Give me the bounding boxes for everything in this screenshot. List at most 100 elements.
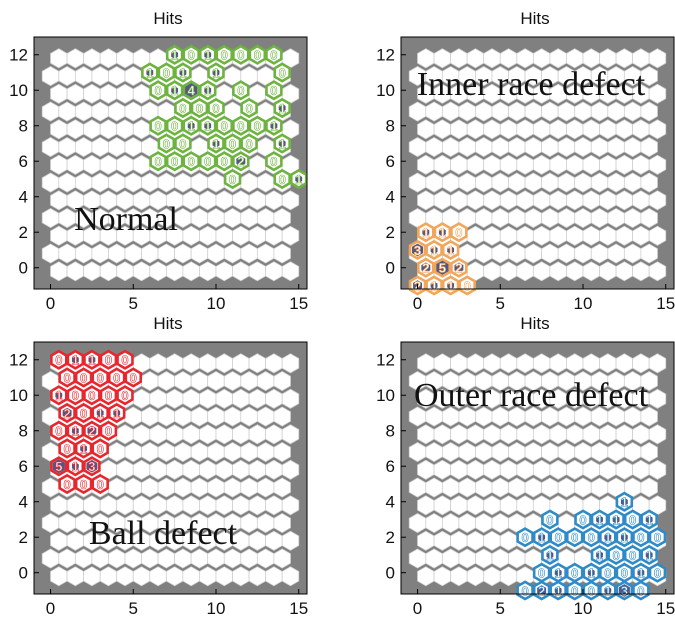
hit-count-label: 1	[72, 424, 79, 439]
hit-count-label: 1	[646, 512, 653, 527]
hit-count-label: 0	[571, 583, 578, 598]
hit-hex	[532, 562, 551, 583]
hit-hex	[565, 580, 584, 601]
x-tick-label: 0	[46, 599, 55, 618]
hit-count-hex	[554, 568, 562, 577]
y-tick-label: 12	[9, 351, 28, 370]
hit-hex	[116, 385, 134, 406]
hit-count-label: 0	[604, 566, 611, 581]
hit-count-label: 0	[163, 136, 170, 151]
hex-cell	[648, 424, 667, 445]
hit-count-label: 2	[455, 261, 462, 276]
hit-count-label: 1	[204, 83, 211, 98]
hit-count-label: 1	[88, 353, 95, 368]
hit-count-label: 1	[646, 548, 653, 563]
y-tick-label: 8	[19, 422, 28, 441]
hit-count-hex	[537, 585, 547, 596]
plot-area: 1 0 1 0 0 0 01 0 1 1 00 1 4 1 0 00 0 0 0 10 0 1 1 0 0 0 10 0 1 0 0 10 0 0…	[9, 36, 308, 313]
hit-count-label: 0	[555, 530, 562, 545]
hit-hex	[223, 168, 242, 190]
hit-hex	[50, 349, 68, 370]
panel-title: Hits	[153, 9, 182, 28]
hit-hex	[232, 44, 250, 65]
hit-count-label: 0	[538, 566, 545, 581]
hit-count-hex	[212, 139, 220, 148]
hit-count-label: 0	[204, 154, 211, 169]
hex-cell	[281, 388, 300, 409]
hex-cell	[648, 459, 667, 480]
hit-count-hex	[278, 139, 286, 148]
hit-count-label: 0	[455, 225, 462, 240]
hit-count-label: 0	[221, 48, 228, 63]
hit-hex	[516, 527, 534, 548]
hit-count-label: 1	[596, 548, 603, 563]
x-tick-label: 5	[129, 294, 138, 313]
hit-count-label: 0	[654, 566, 661, 581]
hit-count-label: 0	[171, 154, 178, 169]
hit-count-label: 0	[55, 353, 62, 368]
hex-cell	[648, 83, 667, 104]
y-tick-label: 2	[386, 223, 395, 242]
hex-cell	[281, 261, 300, 282]
hit-count-hex	[447, 246, 455, 254]
hit-hex	[99, 349, 118, 370]
x-tick-label: 0	[413, 599, 422, 618]
hit-count-label: 0	[270, 48, 277, 63]
hit-count-hex	[212, 68, 220, 77]
hit-count-hex	[421, 262, 431, 273]
hit-count-label: 1	[279, 101, 286, 116]
hex-grid	[408, 48, 667, 282]
hit-count-label: 1	[430, 278, 437, 293]
chart-panel-ball-defect: Hits 0 1 1 0 00 0 0 0 01 0 0 0 02 0 1 10 1 2 00 1 05 1 30 0 00 5 1…	[9, 314, 308, 618]
x-tick-label: 15	[289, 599, 308, 618]
hex-cell	[281, 190, 300, 211]
hit-count-label: 0	[270, 154, 277, 169]
hit-count-label: 0	[571, 530, 578, 545]
hit-hex	[215, 115, 234, 136]
hex-cell	[273, 406, 291, 427]
hit-count-hex	[270, 121, 278, 130]
y-tick-label: 0	[386, 259, 395, 278]
hit-hex	[91, 473, 109, 495]
hit-count-label: 5	[55, 459, 62, 474]
y-tick-label: 12	[376, 46, 395, 65]
hit-hex	[157, 133, 176, 154]
hit-count-hex	[447, 281, 455, 290]
hit-count-label: 3	[88, 459, 95, 474]
hit-count-label: 0	[629, 512, 636, 527]
hex-cell	[648, 225, 667, 246]
hit-count-label: 1	[171, 48, 178, 63]
x-tick-label: 5	[129, 599, 138, 618]
hit-count-label: 0	[245, 136, 252, 151]
hit-hex	[207, 97, 225, 119]
plot-area: 0 1 1 0 00 0 0 0 01 0 0 0 02 0 1 10 1 2 00 1 05 1 30 0 00 5 10 1502…	[9, 341, 308, 618]
hex-cell	[648, 388, 667, 409]
hit-markers: 1103112522110	[408, 222, 476, 296]
hit-count-label: 1	[113, 406, 120, 421]
panel-annotation: Inner race defect	[417, 66, 646, 103]
hit-count-hex	[113, 409, 121, 417]
x-tick-label: 15	[289, 294, 308, 313]
hit-count-hex	[236, 156, 246, 167]
hit-count-hex	[438, 228, 446, 237]
hit-count-label: 0	[254, 48, 261, 63]
hit-hex	[99, 420, 118, 441]
y-tick-label: 2	[19, 223, 28, 242]
hit-count-hex	[55, 391, 63, 400]
hex-cell	[648, 353, 667, 374]
hit-hex	[223, 133, 242, 154]
hex-cell	[273, 512, 291, 534]
hit-count-label: 0	[629, 548, 636, 563]
y-tick-label: 4	[19, 493, 28, 512]
hex-cell	[640, 477, 658, 498]
hit-count-label: 1	[97, 406, 104, 421]
hit-count-label: 2	[237, 154, 244, 169]
hit-hex	[74, 473, 93, 495]
panel-annotation: Outer race defect	[414, 377, 649, 414]
hit-count-hex	[436, 260, 449, 275]
hit-hex	[615, 562, 634, 583]
hit-markers: 1 0 1 0 0 0 01 0 1 1 00 1 4 1 0 00 0 0 0 10 0 1 1 0 0 0 10 0 1 0 0 10 0 0…	[141, 44, 308, 190]
hit-count-label: 0	[571, 566, 578, 581]
hex-cell	[648, 48, 667, 69]
hit-count-label: 0	[80, 370, 87, 385]
